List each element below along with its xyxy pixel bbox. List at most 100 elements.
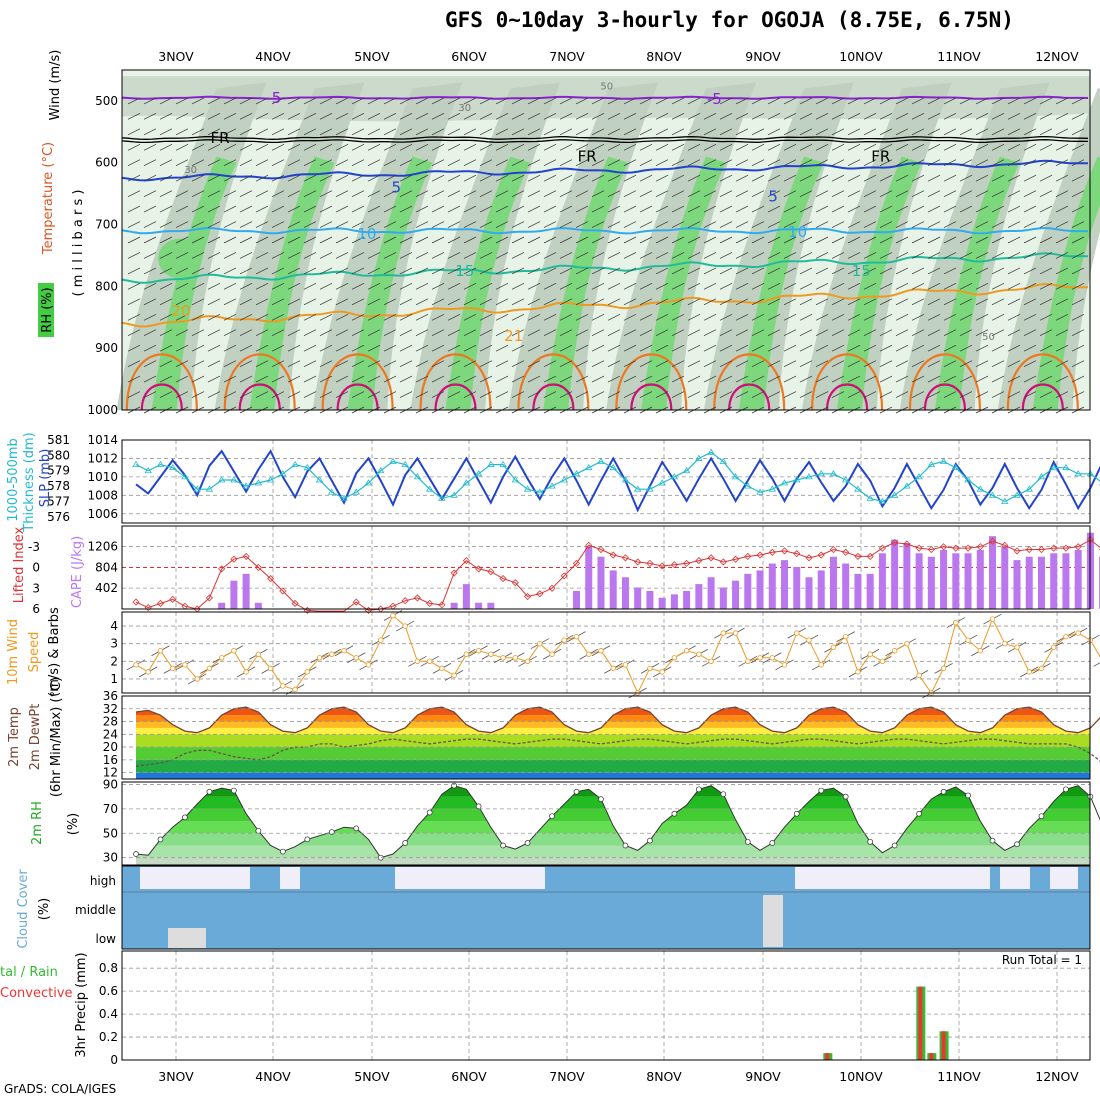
li-marker <box>413 594 421 602</box>
wind-barb <box>543 221 557 228</box>
wind-barb <box>367 329 381 337</box>
wind-barb <box>559 236 573 244</box>
li-marker <box>426 599 434 608</box>
wind-barb <box>399 159 413 167</box>
rh-marker <box>720 791 727 798</box>
cape-bar <box>242 573 250 609</box>
wind-barb <box>415 298 429 306</box>
wind-barb <box>191 391 205 398</box>
wind-barb <box>959 97 973 105</box>
wind-barb <box>703 128 717 136</box>
wind-barb <box>847 143 861 151</box>
wind-barb <box>847 113 861 120</box>
wind-barb <box>447 97 461 105</box>
wind-barb <box>847 252 861 259</box>
label-rh2m: 2m RH <box>30 801 45 845</box>
rh-marker <box>842 793 849 800</box>
thickness-marker <box>976 485 984 492</box>
wind-barb <box>527 298 541 306</box>
li-marker <box>854 552 862 560</box>
wind-barb <box>815 97 829 105</box>
wind-barb <box>927 113 941 120</box>
wind-barb <box>175 283 189 290</box>
wind-barb <box>831 143 845 151</box>
wind-barb <box>431 391 445 398</box>
thickness-marker <box>340 494 348 501</box>
wind-barb <box>447 329 461 337</box>
li-marker <box>499 575 507 583</box>
wind-barb <box>735 143 749 151</box>
wind-barb <box>815 267 829 275</box>
wind-barb <box>607 174 621 182</box>
wind-barb <box>303 252 317 259</box>
wind-barb <box>447 159 461 167</box>
wind-barb <box>383 190 397 197</box>
thickness-marker <box>682 466 691 474</box>
wind-barb <box>831 329 845 337</box>
cape-bar <box>1050 553 1058 609</box>
thickness-marker <box>230 476 238 483</box>
wind-barb <box>303 143 317 151</box>
wind-barb <box>543 97 557 105</box>
wind-barb <box>975 283 989 290</box>
cape-bar <box>927 556 935 609</box>
label-wind-units: (m/s) & Barbs <box>47 607 62 697</box>
wind-barb <box>543 360 557 367</box>
rh-marker <box>353 825 360 832</box>
wind-barb <box>943 313 957 321</box>
wind-marker <box>439 665 445 672</box>
wind-barb <box>671 159 685 167</box>
li-marker <box>1074 543 1082 551</box>
wind-barb <box>303 236 317 244</box>
wind-barb <box>399 113 413 120</box>
wind-barb <box>559 113 573 120</box>
wind-barb <box>255 236 269 244</box>
li-marker <box>254 563 262 572</box>
wind-barb <box>191 143 205 151</box>
wind-barb <box>143 267 157 275</box>
wind-barb <box>223 205 237 213</box>
date-label-top: 5NOV <box>354 49 390 64</box>
wind-barb <box>175 313 189 321</box>
wind-barb <box>447 143 461 151</box>
wind-barb <box>399 267 413 275</box>
wind-barb <box>527 159 541 167</box>
wind-barb <box>815 360 829 367</box>
wind-barb <box>655 391 669 398</box>
wind-barb <box>191 128 205 136</box>
thickness-marker <box>156 460 165 467</box>
isotherm-label: FR <box>871 148 890 166</box>
wind-barb <box>1071 113 1085 120</box>
li-marker <box>1050 544 1058 552</box>
li-marker <box>964 544 972 552</box>
wind-barb <box>223 236 237 244</box>
wind-barb <box>127 344 141 352</box>
wind-barb <box>287 391 301 398</box>
wind-barb <box>543 113 557 120</box>
wind-barb <box>271 221 285 228</box>
wind-marker <box>977 648 983 654</box>
li-marker <box>756 551 764 559</box>
wind-barb <box>431 97 445 105</box>
wind-barb <box>143 113 157 120</box>
cape-bar <box>1062 553 1070 609</box>
wind-barb <box>975 174 989 182</box>
wind-barb <box>927 221 941 228</box>
wind-barb <box>191 267 205 275</box>
wind-barb <box>799 174 813 182</box>
wind-barb <box>575 113 589 120</box>
wind-barb <box>559 128 573 136</box>
label-temp2m: 2m Temp <box>7 707 22 767</box>
wind-barb <box>975 128 989 136</box>
wind-barb <box>815 252 829 259</box>
wind-barb <box>143 174 157 182</box>
wind-barb <box>223 391 237 398</box>
wind-barb <box>1071 221 1085 228</box>
wind-barb <box>863 267 877 275</box>
thickness-marker <box>242 482 250 489</box>
wind-barb <box>159 159 173 167</box>
wind-barb <box>1039 205 1053 213</box>
wind-barb <box>767 205 781 213</box>
wind-barb <box>623 174 637 182</box>
wind-barb <box>927 97 941 105</box>
